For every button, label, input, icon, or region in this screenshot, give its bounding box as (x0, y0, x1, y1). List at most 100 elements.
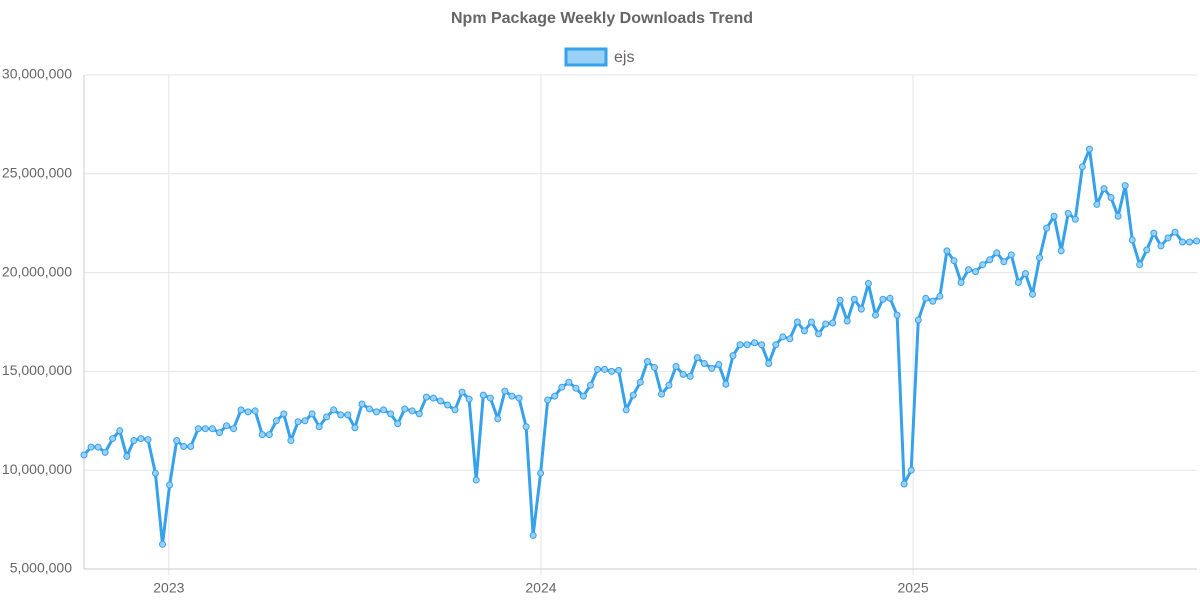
data-point (1021, 270, 1029, 278)
data-point (751, 339, 759, 347)
data-point (223, 422, 231, 430)
data-point (594, 365, 602, 373)
data-point (1043, 224, 1051, 232)
data-point (864, 279, 872, 287)
data-point (272, 417, 280, 425)
data-point (109, 435, 117, 443)
data-point (544, 396, 552, 404)
data-point (836, 296, 844, 304)
data-point (401, 405, 409, 413)
data-point (508, 392, 516, 400)
data-point (166, 481, 174, 489)
data-point (287, 437, 295, 445)
data-point (1171, 228, 1179, 236)
y-tick-label: 25,000,000 (2, 165, 72, 181)
data-point (936, 292, 944, 300)
data-point (815, 330, 823, 338)
data-point (130, 437, 138, 445)
data-point (986, 256, 994, 264)
data-point (479, 391, 487, 399)
data-point (1000, 258, 1008, 266)
x-tick-label: 2025 (897, 580, 928, 596)
data-point (743, 341, 751, 349)
data-point (871, 311, 879, 319)
y-tick-label: 30,000,000 (2, 66, 72, 82)
data-point (715, 360, 723, 368)
data-point (380, 406, 388, 414)
data-point (807, 318, 815, 326)
data-point (472, 476, 480, 484)
data-point (900, 480, 908, 488)
data-point (208, 425, 216, 433)
data-point (529, 531, 537, 539)
data-point (551, 392, 559, 400)
data-point (408, 407, 416, 415)
data-point (387, 410, 395, 418)
data-point (800, 327, 808, 335)
data-point (244, 408, 252, 416)
data-point (1085, 145, 1093, 153)
data-point (1029, 290, 1037, 298)
data-point (586, 381, 594, 389)
data-point (294, 418, 302, 426)
data-point (643, 358, 651, 366)
data-point (308, 410, 316, 418)
data-point (230, 425, 238, 433)
data-point (444, 401, 452, 409)
data-point (1178, 238, 1186, 246)
data-point (415, 410, 423, 418)
data-point (665, 381, 673, 389)
data-point (579, 392, 587, 400)
data-point (700, 359, 708, 367)
x-tick-label: 2023 (153, 580, 184, 596)
data-point (1128, 236, 1136, 244)
data-point (736, 341, 744, 349)
data-point (87, 443, 95, 451)
data-point (301, 417, 309, 425)
data-point (358, 400, 366, 408)
data-point (537, 469, 545, 477)
data-point (116, 427, 124, 435)
y-tick-label: 15,000,000 (2, 362, 72, 378)
data-point (615, 366, 623, 374)
data-point (565, 378, 573, 386)
data-point (101, 448, 109, 456)
data-point (237, 406, 245, 414)
data-point (251, 407, 259, 415)
data-point (622, 406, 630, 414)
data-point (914, 316, 922, 324)
y-tick-label: 20,000,000 (2, 263, 72, 279)
data-point (1193, 237, 1200, 245)
data-point (422, 393, 430, 401)
data-point (337, 411, 345, 419)
data-point (344, 411, 352, 419)
data-point (94, 443, 102, 451)
data-point (144, 436, 152, 444)
data-point (1107, 194, 1115, 202)
data-point (693, 354, 701, 362)
data-point (786, 335, 794, 343)
data-point (965, 266, 973, 274)
y-tick-label: 10,000,000 (2, 461, 72, 477)
data-point (679, 370, 687, 378)
data-point (515, 394, 523, 402)
data-point (907, 466, 915, 474)
data-point (137, 435, 145, 443)
data-point (979, 261, 987, 269)
data-point (1007, 251, 1015, 259)
data-point (929, 297, 937, 305)
data-point (315, 423, 323, 431)
data-point (972, 268, 980, 276)
data-point (323, 413, 331, 421)
data-point (365, 405, 373, 413)
data-point (330, 406, 338, 414)
data-point (558, 383, 566, 391)
data-point (1057, 247, 1065, 255)
data-point (465, 395, 473, 403)
data-point (265, 431, 273, 439)
data-point (1071, 215, 1079, 223)
y-tick-label: 5,000,000 (10, 560, 72, 576)
data-point (151, 469, 159, 477)
data-point (822, 320, 830, 328)
data-point (572, 384, 580, 392)
